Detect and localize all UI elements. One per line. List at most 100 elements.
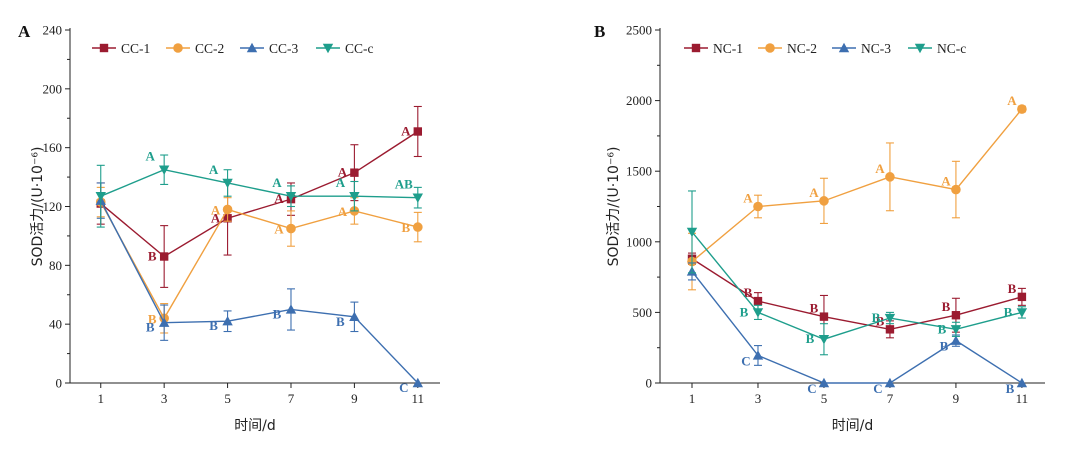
significance-label: A	[809, 185, 819, 200]
legend-label: NC-c	[937, 41, 966, 56]
data-point	[95, 192, 106, 202]
x-tick-label: 3	[755, 391, 762, 406]
y-tick-label: 1500	[626, 164, 652, 179]
data-point	[884, 313, 896, 324]
legend-marker	[99, 43, 109, 53]
legend-marker	[322, 43, 334, 54]
legend-marker	[765, 43, 775, 53]
series-nc-3: CC CBB	[686, 262, 1028, 396]
series-line	[100, 200, 419, 384]
significance-label: B	[938, 321, 947, 336]
data-point	[753, 296, 763, 306]
significance-label: A	[941, 174, 951, 189]
significance-label: A	[209, 162, 219, 177]
data-point	[1017, 104, 1027, 114]
data-point	[1016, 377, 1028, 388]
data-point	[950, 325, 962, 335]
significance-label: B	[148, 249, 157, 264]
significance-label: A	[338, 165, 348, 180]
legend-label: CC-3	[269, 41, 299, 56]
significance-label: A	[274, 191, 284, 206]
data-point	[349, 192, 360, 202]
series-nc-2: A A A A A	[687, 93, 1027, 291]
data-point	[1017, 292, 1027, 302]
data-point	[285, 192, 297, 202]
significance-label: A	[274, 222, 284, 237]
series-line	[691, 271, 1023, 384]
data-point	[885, 325, 895, 334]
significance-label: A	[1007, 93, 1017, 108]
y-tick-label: 200	[43, 81, 63, 96]
data-point	[158, 317, 170, 327]
data-point	[413, 222, 423, 232]
y-tick-label: 1000	[626, 234, 652, 249]
significance-label: A	[875, 161, 885, 176]
legend-label: CC-1	[121, 41, 150, 56]
data-point	[753, 201, 763, 212]
data-point	[885, 172, 895, 182]
legend-marker	[246, 42, 258, 53]
significance-label: B	[146, 320, 155, 335]
x-tick-label: 11	[1016, 391, 1029, 406]
y-tick-label: 240	[43, 23, 63, 38]
series-line	[691, 258, 1023, 331]
series-cc-3: B BB BC	[95, 182, 424, 395]
series-line	[100, 168, 418, 199]
series-line	[100, 201, 418, 320]
data-point	[951, 311, 961, 320]
y-tick-label: 0	[646, 376, 653, 391]
data-point	[819, 312, 829, 321]
significance-label: A	[211, 210, 221, 225]
series-line	[100, 130, 419, 258]
significance-label: A	[338, 204, 348, 219]
x-axis-label: 时间/d	[234, 418, 276, 434]
x-tick-label: 1	[98, 391, 105, 406]
legend-label: CC-c	[345, 41, 374, 56]
legend-label: NC-2	[787, 41, 817, 56]
data-point	[412, 377, 424, 388]
significance-label: B	[273, 306, 282, 321]
data-point	[222, 204, 233, 215]
x-tick-label: 11	[412, 391, 425, 406]
significance-label: A	[145, 149, 155, 164]
data-point	[286, 223, 296, 234]
significance-label: A	[743, 191, 753, 206]
data-point	[752, 350, 764, 360]
legend-marker	[914, 43, 926, 54]
data-point	[222, 316, 233, 326]
legend-marker	[838, 42, 850, 53]
x-tick-label: 5	[224, 391, 231, 406]
y-tick-label: 2500	[626, 23, 652, 38]
y-axis-label: SOD活力/(U·10⁻⁶)	[30, 147, 46, 267]
x-tick-label: 1	[689, 391, 696, 406]
significance-label: B	[942, 299, 951, 314]
significance-label: C	[741, 353, 750, 368]
data-point	[285, 304, 297, 314]
significance-label: B	[1006, 381, 1015, 396]
data-point	[159, 252, 169, 261]
significance-label: C	[807, 381, 816, 396]
y-tick-label: 80	[49, 258, 62, 273]
data-point	[752, 308, 764, 318]
significance-label: B	[1008, 281, 1017, 296]
significance-label: C	[873, 381, 882, 396]
significance-label: B	[148, 311, 157, 326]
data-point	[951, 184, 961, 195]
data-point	[158, 165, 170, 175]
data-point	[1016, 308, 1028, 318]
y-tick-label: 500	[633, 305, 653, 320]
legend-label: NC-3	[861, 41, 891, 56]
x-tick-label: 9	[953, 391, 960, 406]
chart-panel-a: 0 40 80 120 160 200 240 1 3 5 7 9 11 时间/d SOD活力/(U·10⁻…	[18, 22, 440, 434]
significance-label: B	[810, 301, 819, 316]
series-cc-2: B A A A B	[95, 186, 423, 334]
data-point	[350, 168, 359, 177]
data-point	[412, 193, 424, 203]
x-tick-label: 5	[821, 391, 828, 406]
significance-label: A	[336, 175, 346, 190]
data-point	[818, 335, 830, 345]
significance-label: A	[272, 175, 282, 190]
x-tick-label: 7	[288, 391, 295, 406]
